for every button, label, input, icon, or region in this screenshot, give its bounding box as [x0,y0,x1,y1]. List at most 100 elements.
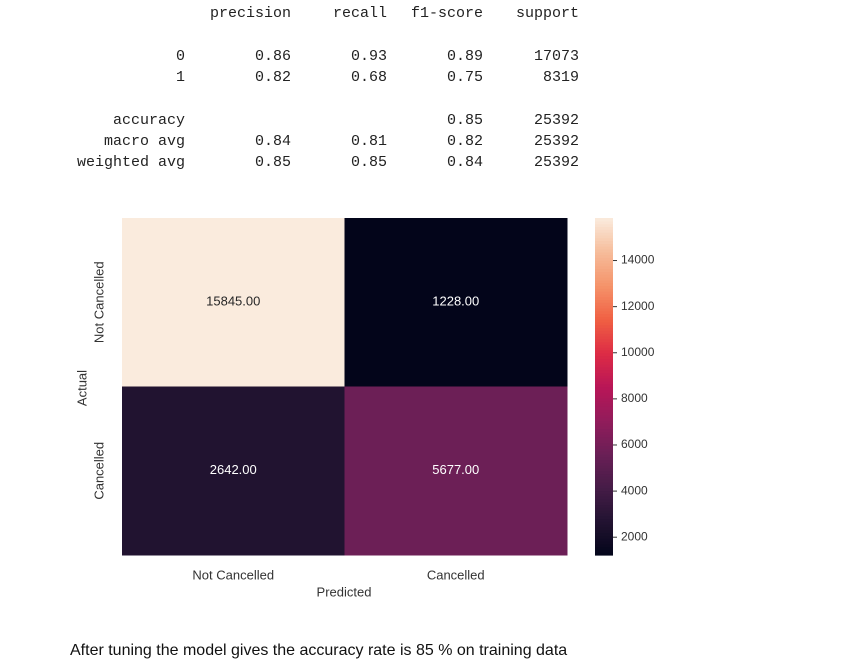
colorbar-segment [595,470,613,475]
colorbar-segment [595,490,613,494]
colorbar-segment [595,338,613,343]
colorbar-tick-label: 12000 [621,299,655,313]
colorbar-segment [595,375,613,379]
colorbar-segment [595,324,613,329]
colorbar-segment [595,268,613,272]
report-cell: 25392 [534,133,579,150]
colorbar-segment [595,349,613,354]
colorbar-tick-label: 10000 [621,345,655,359]
colorbar-segment [595,386,613,390]
report-cell: 0.86 [255,48,291,65]
colorbar-segment [595,274,613,278]
colorbar-segment [595,218,613,222]
report-cell: 0.85 [351,154,387,171]
colorbar-segment [595,481,613,486]
report-cell: 0.84 [255,133,291,150]
colorbar-segment [595,479,613,483]
colorbar-segment [595,515,613,520]
colorbar-segment [595,319,613,323]
colorbar-segment [595,518,613,522]
colorbar-segment [595,408,613,413]
colorbar-segment [595,439,613,444]
colorbar-segment [595,366,613,371]
colorbar-segment [595,487,613,492]
colorbar-segment [595,369,613,374]
colorbar-segment [595,400,613,404]
colorbar-segment [595,327,613,331]
colorbar-segment [595,420,613,424]
colorbar-segment [595,504,613,508]
colorbar-segment [595,498,613,503]
colorbar-segment [595,428,613,433]
colorbar-segment [595,229,613,233]
report-header: precision [210,5,291,22]
colorbar-tick-label: 6000 [621,437,648,451]
colorbar-segment [595,220,613,225]
colorbar-segment [595,285,613,289]
colorbar-segment [595,310,613,315]
colorbar-segment [595,529,613,534]
report-cell: 25392 [534,154,579,171]
colorbar-segment [595,512,613,517]
colorbar-segment [595,532,613,536]
report-cell: 0.89 [447,48,483,65]
x-axis-title: Predicted [317,584,372,599]
y-tick-label: Not Cancelled [91,261,106,343]
colorbar-segment [595,459,613,463]
cell-label: 15845.00 [206,294,260,309]
report-cell: 0.84 [447,154,483,171]
heatmap-cell [122,386,345,556]
report-header: f1-score [411,5,483,22]
report-row-label: weighted avg [77,154,185,171]
report-cell: 0.82 [255,69,291,86]
colorbar-segment [595,302,613,306]
colorbar-segment [595,493,613,497]
caption: After tuning the model gives the accurac… [70,642,567,659]
colorbar-segment [595,535,613,539]
colorbar-segment [595,473,613,477]
colorbar-tick-label: 14000 [621,253,655,267]
colorbar-segment [595,456,613,461]
colorbar-segment [595,223,613,228]
colorbar-segment [595,437,613,441]
cell-label: 5677.00 [432,462,479,477]
colorbar-segment [595,510,613,514]
cell-label: 2642.00 [210,462,257,477]
colorbar-segment [595,355,613,360]
colorbar-segment [595,330,613,334]
colorbar-segment [595,467,613,472]
colorbar-segment [595,262,613,267]
cell-label: 1228.00 [432,294,479,309]
colorbar-segment [595,226,613,230]
colorbar-segment [595,431,613,435]
colorbar-segment [595,453,613,458]
colorbar-segment [595,549,613,553]
colorbar-segment [595,313,613,317]
colorbar-segment [595,240,613,244]
colorbar-segment [595,347,613,351]
colorbar-segment [595,279,613,284]
colorbar-segment [595,406,613,410]
colorbar-segment [595,257,613,261]
colorbar-segment [595,476,613,480]
colorbar-segment [595,358,613,362]
colorbar-segment [595,293,613,298]
colorbar-segment [595,248,613,253]
colorbar-segment [595,462,613,466]
colorbar-segment [595,546,613,550]
colorbar-segment [595,237,613,242]
colorbar-segment [595,341,613,345]
colorbar-segment [595,372,613,376]
colorbar-segment [595,383,613,388]
colorbar-segment [595,451,613,455]
colorbar-segment [595,394,613,399]
y-axis-title: Actual [74,370,89,406]
report-cell: 17073 [534,48,579,65]
report-cell: 0.68 [351,69,387,86]
colorbar-segment [595,333,613,337]
heatmap-cell [344,386,568,556]
colorbar-segment [595,316,613,320]
colorbar-segment [595,344,613,348]
colorbar-segment [595,282,613,286]
